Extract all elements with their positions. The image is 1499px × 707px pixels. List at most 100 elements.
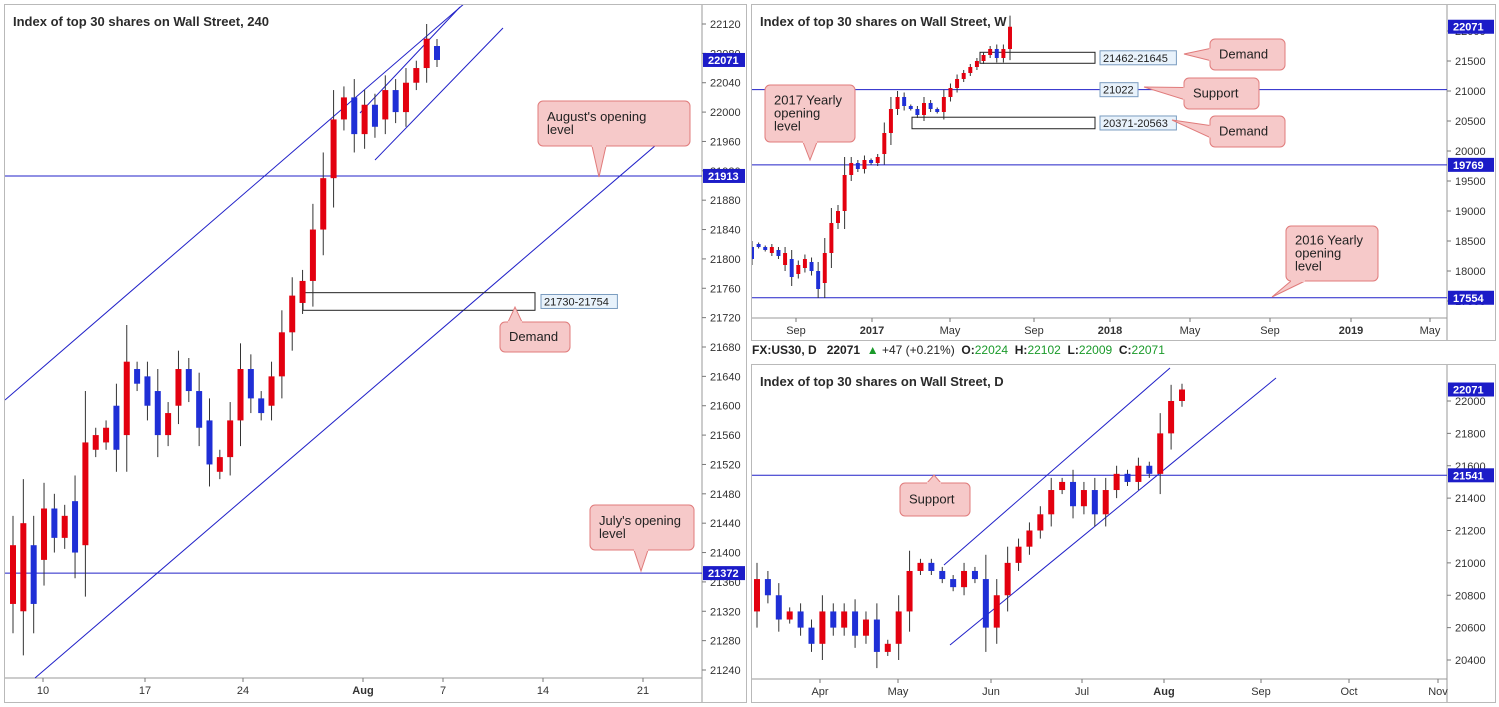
x-tick-label: May [1180, 325, 1201, 337]
open-label: O: [961, 343, 975, 357]
x-tick-label: 17 [139, 685, 151, 697]
candle-body [906, 570, 913, 612]
x-tick-label: Apr [811, 686, 828, 698]
callout: Support [899, 474, 971, 517]
x-tick-label: Nov [1428, 686, 1448, 698]
candle-body [227, 420, 234, 458]
candle-body [299, 280, 306, 303]
candle-body [809, 262, 814, 271]
candle-body [935, 109, 940, 112]
candle-body [1179, 389, 1185, 401]
candle-body [862, 160, 867, 169]
candle-body [154, 391, 161, 436]
candle-body [950, 579, 957, 588]
callout: Demand [1183, 38, 1286, 71]
candle-body [939, 570, 946, 580]
y-tick-label: 21680 [710, 342, 741, 354]
high-label: H: [1014, 343, 1028, 357]
candle-body [752, 247, 754, 259]
candle-body [855, 163, 860, 169]
low-value: 22009 [1078, 343, 1113, 357]
x-tick-label: 2017 [860, 325, 884, 337]
candle-body [134, 369, 141, 384]
candle-body [994, 49, 999, 58]
candle-body [895, 97, 900, 109]
callout-text: July's opening level [599, 513, 681, 541]
y-tick-label: 22120 [710, 19, 741, 31]
candle-body [875, 157, 880, 163]
callout: Support [1143, 77, 1260, 110]
low-label: L: [1067, 343, 1079, 357]
candle-body [1008, 26, 1012, 49]
candle-body [873, 619, 880, 652]
candle-body [763, 247, 768, 250]
high-value: 22102 [1027, 343, 1061, 357]
close-label: C: [1118, 343, 1132, 357]
y-tick-label: 21720 [710, 313, 741, 325]
candle-body [928, 103, 933, 109]
candle-body [330, 119, 337, 179]
y-tick-label: 21240 [710, 665, 741, 677]
price-label: 21541 [1453, 470, 1484, 482]
candle-body [922, 103, 926, 115]
y-tick-label: 20000 [1455, 146, 1486, 158]
callout-pointer [1171, 119, 1211, 139]
candle-body [902, 97, 907, 106]
candle-body [915, 109, 920, 115]
zone-label: 21022 [1103, 85, 1134, 97]
x-tick-label: Sep [1251, 686, 1271, 698]
y-tick-label: 19000 [1455, 206, 1486, 218]
candle-body [993, 595, 1000, 628]
callout: 2016 Yearly opening level [1271, 225, 1379, 298]
candle-body [802, 259, 807, 268]
y-tick-label: 21840 [710, 225, 741, 237]
zone-label-bg [540, 293, 618, 309]
candle-body [258, 398, 265, 414]
candle-body [1113, 473, 1120, 491]
candle-body [1124, 473, 1131, 482]
x-tick-label: May [888, 686, 909, 698]
price-label-bg [1448, 157, 1494, 172]
candle-body [30, 545, 37, 604]
candle-body [1135, 465, 1142, 482]
zone-label-bg [1099, 115, 1177, 131]
y-tick-label: 20800 [1455, 590, 1486, 602]
callout-text: Support [909, 492, 955, 507]
candle-body [829, 223, 834, 253]
chart-title: Index of top 30 shares on Wall Street, 2… [13, 14, 269, 29]
price-label: 17554 [1453, 293, 1484, 305]
x-tick-label: 24 [237, 685, 249, 697]
y-tick-label: 21520 [710, 459, 741, 471]
channel-line [943, 367, 1171, 566]
y-tick-label: 21400 [710, 548, 741, 560]
candle-body [974, 61, 979, 67]
candle-body [20, 523, 27, 612]
price-label: 21372 [708, 568, 739, 580]
callout-text: Support [1193, 86, 1239, 101]
chart-weekly[interactable]: Index of top 30 shares on Wall Street, W… [752, 5, 1495, 340]
callout-pointer [1271, 280, 1306, 298]
channel-line [374, 27, 504, 161]
callout-box [1285, 225, 1379, 282]
x-tick-label: 10 [37, 685, 49, 697]
candle-body [786, 611, 793, 620]
x-tick-label: 2018 [1098, 325, 1122, 337]
candle-body [1001, 49, 1006, 58]
callout-pointer [1183, 47, 1211, 62]
chart-daily[interactable]: Index of top 30 shares on Wall Street, D… [752, 365, 1495, 702]
candle-body [797, 611, 804, 628]
price-change: +47 (+0.21%) [881, 343, 955, 357]
chart-h4[interactable]: Index of top 30 shares on Wall Street, 2… [5, 5, 746, 702]
candle-body [278, 332, 285, 377]
y-tick-label: 21280 [710, 636, 741, 648]
y-tick-label: 22000 [710, 107, 741, 119]
candle-body [1091, 490, 1098, 515]
price-label-bg [703, 168, 745, 183]
zone-box [979, 51, 1096, 64]
panel-weekly: Index of top 30 shares on Wall Street, W… [751, 4, 1496, 341]
x-tick-label: Oct [1340, 686, 1357, 698]
channel-line [34, 126, 678, 679]
y-tick-label: 20600 [1455, 623, 1486, 635]
zone-box [302, 292, 536, 311]
panel-h4: Index of top 30 shares on Wall Street, 2… [4, 4, 747, 703]
